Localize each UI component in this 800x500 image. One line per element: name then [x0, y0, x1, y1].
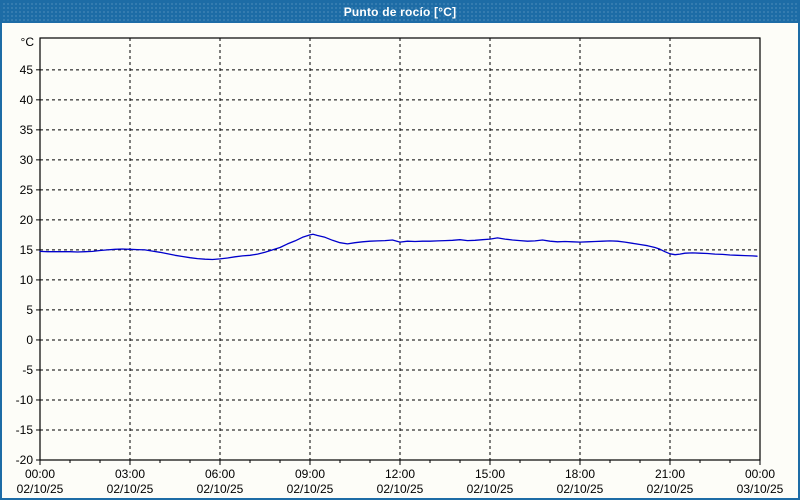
x-tick-date-label: 02/10/25: [287, 482, 334, 496]
x-tick-date-label: 02/10/25: [647, 482, 694, 496]
page-title: Punto de rocío [°C]: [343, 5, 457, 19]
y-tick-label: 20: [20, 213, 34, 227]
y-tick-label: 5: [26, 303, 33, 317]
y-tick-label: 30: [20, 153, 34, 167]
y-tick-label: 40: [20, 93, 34, 107]
x-tick-date-label: 02/10/25: [197, 482, 244, 496]
y-tick-label: 15: [20, 243, 34, 257]
y-tick-label: -20: [16, 453, 34, 467]
x-tick-time-label: 21:00: [655, 467, 685, 481]
x-tick-date-label: 02/10/25: [17, 482, 64, 496]
chart-canvas: 454035302520151050-5-10-15-20°C00:0002/1…: [16, 35, 784, 496]
y-tick-label: -15: [16, 423, 34, 437]
x-tick-time-label: 06:00: [205, 467, 235, 481]
x-tick-time-label: 12:00: [385, 467, 415, 481]
y-tick-label: 25: [20, 183, 34, 197]
y-tick-label: 0: [26, 333, 33, 347]
x-tick-date-label: 02/10/25: [107, 482, 154, 496]
x-tick-date-label: 03/10/25: [737, 482, 784, 496]
x-tick-date-label: 02/10/25: [467, 482, 514, 496]
x-tick-time-label: 00:00: [745, 467, 775, 481]
x-tick-time-label: 00:00: [25, 467, 55, 481]
x-tick-date-label: 02/10/25: [557, 482, 604, 496]
x-tick-time-label: 03:00: [115, 467, 145, 481]
y-tick-label: 35: [20, 123, 34, 137]
x-tick-time-label: 09:00: [295, 467, 325, 481]
chart-area: 45 40 35 30 25 20 15 10 5 0 -5 -10 -15 -20 °C 00:00 02/1…: [2, 23, 798, 498]
y-tick-label: -10: [16, 393, 34, 407]
title-bar: Punto de rocío [°C]: [2, 2, 798, 23]
x-tick-date-label: 02/10/25: [377, 482, 424, 496]
y-axis-unit-label: °C: [21, 35, 35, 49]
y-tick-label: 45: [20, 63, 34, 77]
y-tick-label: 10: [20, 273, 34, 287]
x-tick-time-label: 15:00: [475, 467, 505, 481]
dewpoint-series-line: [39, 233, 758, 261]
x-tick-time-label: 18:00: [565, 467, 595, 481]
y-tick-label: -5: [22, 363, 33, 377]
